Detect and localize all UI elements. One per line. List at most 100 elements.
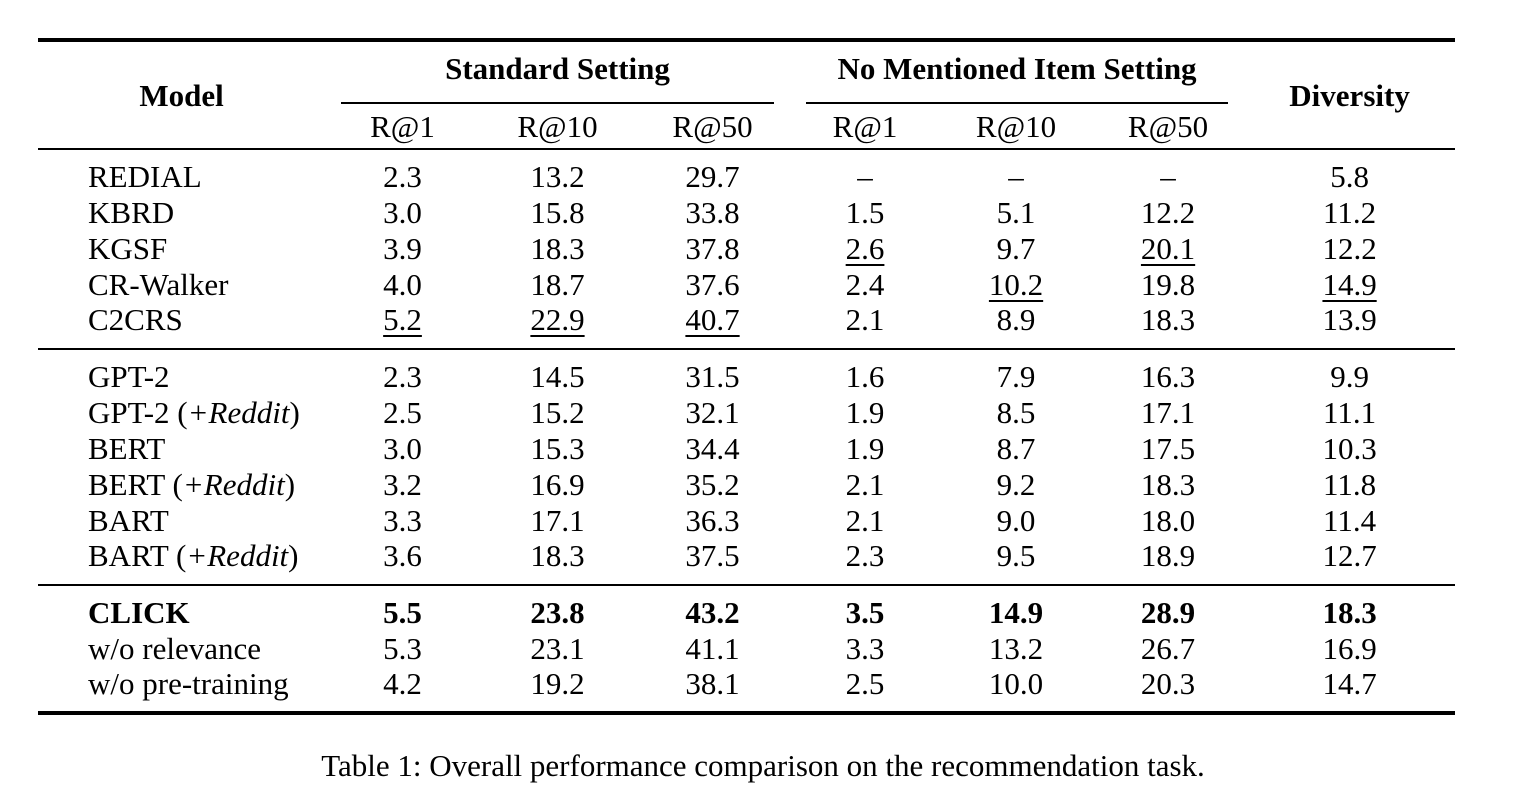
- metric-value: 2.1: [845, 302, 885, 337]
- metric-value: 5.5: [383, 595, 422, 630]
- metric-value: 9.2: [996, 466, 1036, 502]
- metric-value: 37.8: [685, 230, 740, 266]
- metric-value: 18.7: [530, 266, 585, 302]
- metric-value: 3.6: [383, 538, 422, 573]
- model-name: BART (+Reddit): [88, 538, 299, 573]
- metric-value: 2.5: [845, 665, 885, 701]
- results-table: Model Standard Setting No Mentioned Item…: [38, 38, 1456, 715]
- table-group-baselines: REDIAL 2.3 13.2 29.7 – – – 5.8 KBRD 3.0 15.8 33.8 1.…: [38, 149, 1456, 349]
- metric-value: 1.9: [845, 430, 885, 466]
- metric-value: 13.2: [988, 630, 1044, 666]
- model-name: BERT (+Reddit): [88, 466, 296, 502]
- metric-value: 10.3: [1322, 430, 1377, 466]
- table-row-kgsf: KGSF 3.9 18.3 37.8 2.6 9.7 20.1 12.2: [38, 230, 1455, 266]
- metric-value: 3.5: [845, 595, 885, 630]
- metric-value: 8.5: [996, 394, 1036, 430]
- column-header-r-at-10: R@10: [975, 108, 1057, 144]
- metric-value: 5.2: [383, 302, 422, 337]
- metric-value: 20.3: [1140, 665, 1196, 701]
- metric-value: 37.6: [685, 266, 740, 302]
- metric-value: 23.1: [530, 630, 585, 666]
- metric-value: 17.1: [530, 502, 585, 538]
- table-header: Model Standard Setting No Mentioned Item…: [38, 40, 1456, 149]
- metric-value: 3.0: [383, 430, 422, 466]
- metric-value: 10.0: [988, 665, 1044, 701]
- metric-value: 31.5: [685, 359, 740, 394]
- table-row-gpt-2: GPT-2 2.3 14.5 31.5 1.6 7.9 16.3 9.9: [38, 349, 1455, 394]
- column-header-r-at-50: R@50: [1127, 108, 1209, 144]
- column-group-no-mentioned-item-setting: No Mentioned Item Setting: [790, 40, 1244, 104]
- metric-value: 3.9: [383, 230, 422, 266]
- metric-value: 9.9: [1330, 359, 1369, 394]
- column-header-r-at-1: R@1: [370, 108, 435, 144]
- metric-value: 35.2: [685, 466, 740, 502]
- metric-value: 34.4: [685, 430, 740, 466]
- model-name: w/o pre-training: [88, 665, 289, 701]
- table-row-bart: BART 3.3 17.1 36.3 2.1 9.0 18.0 11.4: [38, 502, 1455, 538]
- metric-value: 18.3: [530, 230, 585, 266]
- metric-value: 13.2: [530, 159, 585, 194]
- metric-value: 18.3: [1140, 466, 1196, 502]
- column-header-diversity: Diversity: [1289, 77, 1410, 113]
- model-name: BART: [88, 502, 169, 538]
- table-row-gpt-2-reddit: GPT-2 (+Reddit) 2.5 15.2 32.1 1.9 8.5 17.1 11.1: [38, 394, 1455, 430]
- metric-value: 29.7: [685, 159, 740, 194]
- metric-value: 2.1: [845, 502, 885, 538]
- metric-value: 19.8: [1140, 266, 1196, 302]
- metric-value: 14.9: [988, 595, 1044, 630]
- metric-value: 2.3: [383, 159, 422, 194]
- metric-value: 12.2: [1322, 230, 1377, 266]
- column-header-r-at-50: R@50: [672, 108, 753, 144]
- table-row-w-o-pre-training: w/o pre-training 4.2 19.2 38.1 2.5 10.0 20.3 14…: [38, 666, 1455, 713]
- metric-value: 28.9: [1140, 595, 1196, 630]
- metric-value: 1.5: [845, 194, 885, 230]
- metric-value: 18.3: [1140, 302, 1196, 337]
- metric-value: 36.3: [685, 502, 740, 538]
- table-row-cr-walker: CR-Walker 4.0 18.7 37.6 2.4 10.2 19.8 14.9: [38, 266, 1455, 302]
- model-name: w/o relevance: [88, 630, 261, 666]
- model-name: CR-Walker: [88, 266, 229, 302]
- model-name: KBRD: [88, 194, 175, 230]
- header-row-groups: Model Standard Setting No Mentioned Item…: [38, 40, 1455, 111]
- table-group-pretrained-lms: GPT-2 2.3 14.5 31.5 1.6 7.9 16.3 9.9 GPT-2 (+Red…: [38, 349, 1456, 585]
- model-name: KGSF: [88, 230, 168, 266]
- metric-value: 2.1: [845, 466, 885, 502]
- metric-value: –: [1008, 159, 1024, 194]
- metric-value: 18.9: [1140, 538, 1196, 573]
- metric-value: 3.2: [383, 466, 422, 502]
- metric-value: 2.3: [383, 359, 422, 394]
- metric-value: –: [857, 159, 873, 194]
- metric-value: 14.5: [530, 359, 585, 394]
- table-row-bert: BERT 3.0 15.3 34.4 1.9 8.7 17.5 10.3: [38, 430, 1455, 466]
- metric-value: 26.7: [1140, 630, 1196, 666]
- metric-value: 5.1: [996, 194, 1036, 230]
- column-header-r-at-10: R@10: [517, 108, 598, 144]
- metric-value: 16.9: [1322, 630, 1377, 666]
- metric-value: 22.9: [530, 302, 585, 337]
- metric-value: 23.8: [530, 595, 585, 630]
- metric-value: 12.7: [1322, 538, 1377, 573]
- metric-value: 16.9: [530, 466, 585, 502]
- table-group-click-ablations: CLICK 5.5 23.8 43.2 3.5 14.9 28.9 18.3 w/o relev…: [38, 585, 1456, 713]
- metric-value: 15.3: [530, 430, 585, 466]
- metric-value: 38.1: [685, 665, 740, 701]
- metric-value: 32.1: [685, 394, 740, 430]
- header-row-metrics: R@1 R@10 R@50 R@1 R@10 R@50: [38, 104, 1455, 149]
- metric-value: 5.3: [383, 630, 422, 666]
- model-name: C2CRS: [88, 302, 183, 337]
- model-name: GPT-2: [88, 359, 170, 394]
- metric-value: 37.5: [685, 538, 740, 573]
- metric-value: 40.7: [685, 302, 740, 337]
- metric-value: 18.0: [1140, 502, 1196, 538]
- metric-value: 11.8: [1323, 466, 1377, 502]
- metric-value: 14.9: [1322, 266, 1377, 302]
- metric-value: 4.2: [383, 665, 422, 701]
- metric-value: 20.1: [1140, 230, 1196, 266]
- metric-value: 10.2: [988, 266, 1044, 302]
- metric-value: 17.5: [1140, 430, 1196, 466]
- metric-value: 43.2: [685, 595, 740, 630]
- metric-value: 16.3: [1140, 359, 1196, 394]
- metric-value: 12.2: [1140, 194, 1196, 230]
- metric-value: 2.3: [845, 538, 885, 573]
- metric-value: 11.1: [1323, 394, 1377, 430]
